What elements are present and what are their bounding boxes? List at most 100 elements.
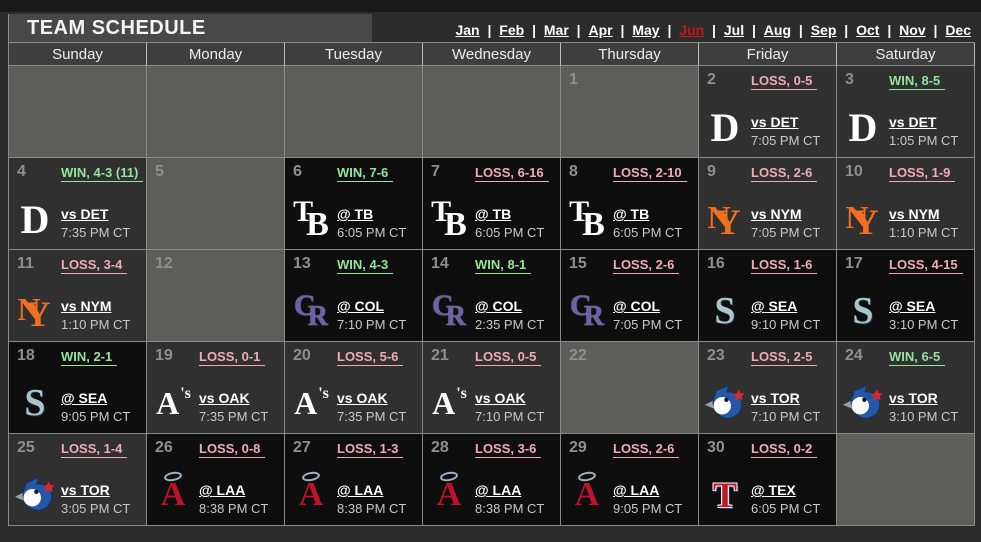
- month-link-may[interactable]: May: [632, 22, 660, 38]
- opponent-link[interactable]: @ SEA: [889, 298, 936, 314]
- opponent-link[interactable]: @ LAA: [613, 482, 660, 498]
- opponent-link[interactable]: @ LAA: [475, 482, 522, 498]
- game-result-link[interactable]: LOSS, 2-6: [751, 165, 818, 182]
- month-link-apr[interactable]: Apr: [588, 22, 613, 38]
- opponent-link[interactable]: vs DET: [61, 206, 109, 222]
- game-result-link[interactable]: WIN, 6-5: [889, 349, 946, 366]
- calendar-cell-empty: [9, 66, 147, 158]
- game-result-link[interactable]: LOSS, 6-16: [475, 165, 549, 182]
- opponent-link[interactable]: vs TOR: [889, 390, 938, 406]
- det-team-logo-icon: D: [848, 104, 878, 150]
- game-result-link[interactable]: LOSS, 0-1: [199, 349, 266, 366]
- opponent-link[interactable]: vs OAK: [199, 390, 250, 406]
- month-link-sep[interactable]: Sep: [810, 22, 837, 38]
- game-time: 6:05 PM CT: [751, 501, 821, 516]
- opponent-link[interactable]: vs NYM: [751, 206, 802, 222]
- game-result-link[interactable]: LOSS, 0-2: [751, 441, 818, 458]
- opponent-link[interactable]: vs TOR: [751, 390, 800, 406]
- laa-team-logo-icon: A: [425, 470, 473, 518]
- opponent-link[interactable]: @ TB: [475, 206, 512, 222]
- day-number: 20: [293, 347, 311, 364]
- opponent-link[interactable]: @ LAA: [199, 482, 246, 498]
- opponent-link[interactable]: vs TOR: [61, 482, 110, 498]
- game-result-link[interactable]: WIN, 2-1: [61, 349, 118, 366]
- opponent-link[interactable]: vs NYM: [889, 206, 940, 222]
- tex-team-logo-icon: T: [712, 475, 737, 515]
- calendar-cell-11: 11 LOSS, 3-4 N Y vs NYM 1:10 PM CT: [9, 250, 147, 342]
- month-link-dec[interactable]: Dec: [945, 22, 971, 38]
- game-result-link[interactable]: LOSS, 2-6: [613, 257, 680, 274]
- month-separator: |: [929, 22, 942, 38]
- calendar-cell-13: 13 WIN, 4-3 C R @ COL 7:10 PM CT: [285, 250, 423, 342]
- game-result-link[interactable]: WIN, 8-1: [475, 257, 532, 274]
- game-result-link[interactable]: LOSS, 3-6: [475, 441, 542, 458]
- game-result-link[interactable]: LOSS, 2-5: [751, 349, 818, 366]
- month-separator: |: [616, 22, 629, 38]
- game-result-link[interactable]: WIN, 7-6: [337, 165, 394, 182]
- matchup-text: @ TB 6:05 PM CT: [475, 206, 544, 240]
- game-result-link[interactable]: WIN, 4-3: [337, 257, 394, 274]
- game-result-link[interactable]: LOSS, 1-3: [337, 441, 404, 458]
- game-result-link[interactable]: LOSS, 0-8: [199, 441, 266, 458]
- game-time: 8:38 PM CT: [199, 501, 269, 516]
- calendar-cell-empty: [837, 434, 975, 526]
- month-link-mar[interactable]: Mar: [543, 22, 569, 38]
- opponent-link[interactable]: @ LAA: [337, 482, 384, 498]
- opponent-link[interactable]: @ TB: [337, 206, 374, 222]
- calendar-cell-16: 16 LOSS, 1-6 S @ SEA 9:10 PM CT: [699, 250, 837, 342]
- calendar-cell-18: 18 WIN, 2-1 S @ SEA 9:05 PM CT: [9, 342, 147, 434]
- opponent-link[interactable]: @ COL: [613, 298, 661, 314]
- page-title: TEAM SCHEDULE: [27, 16, 206, 39]
- laa-team-logo-icon: A: [287, 470, 335, 518]
- game-result-link[interactable]: LOSS, 2-10: [613, 165, 687, 182]
- det-team-logo-icon: D: [20, 196, 50, 242]
- opponent-link[interactable]: vs NYM: [61, 298, 112, 314]
- game-result-link[interactable]: LOSS, 4-15: [889, 257, 963, 274]
- opponent-link[interactable]: @ SEA: [61, 390, 108, 406]
- game-result-link[interactable]: LOSS, 1-9: [889, 165, 956, 182]
- matchup-text: vs NYM 7:05 PM CT: [751, 206, 820, 240]
- day-number: 21: [431, 347, 449, 364]
- matchup-text: @ LAA 8:38 PM CT: [475, 482, 544, 516]
- month-link-jan[interactable]: Jan: [455, 22, 480, 38]
- game-result-link[interactable]: LOSS, 1-6: [751, 257, 818, 274]
- opponent-link[interactable]: @ SEA: [751, 298, 798, 314]
- game-result-link[interactable]: LOSS, 5-6: [337, 349, 404, 366]
- game-time: 1:10 PM CT: [889, 225, 959, 240]
- month-separator: |: [663, 22, 676, 38]
- opponent-link[interactable]: vs OAK: [337, 390, 388, 406]
- calendar-cell-7: 7 LOSS, 6-16 T B @ TB 6:05 PM CT: [423, 158, 561, 250]
- weekday-header-thursday: Thursday: [561, 43, 699, 66]
- month-link-aug[interactable]: Aug: [763, 22, 792, 38]
- opponent-link[interactable]: @ COL: [337, 298, 385, 314]
- sea-team-logo-icon: S: [714, 290, 736, 332]
- opponent-link[interactable]: @ COL: [475, 298, 523, 314]
- matchup-text: vs DET 1:05 PM CT: [889, 114, 958, 148]
- game-result-link[interactable]: LOSS, 0-5: [751, 73, 818, 90]
- opponent-link[interactable]: @ TEX: [751, 482, 796, 498]
- game-result-link[interactable]: LOSS, 1-4: [61, 441, 128, 458]
- opponent-link[interactable]: @ TB: [613, 206, 650, 222]
- game-result-link[interactable]: LOSS, 0-5: [475, 349, 542, 366]
- day-number: 30: [707, 439, 725, 456]
- opponent-link[interactable]: vs DET: [751, 114, 799, 130]
- month-link-jul[interactable]: Jul: [723, 22, 745, 38]
- game-result-link[interactable]: LOSS, 2-6: [613, 441, 680, 458]
- opponent-link[interactable]: vs DET: [889, 114, 937, 130]
- opponent-link[interactable]: vs OAK: [475, 390, 526, 406]
- month-link-feb[interactable]: Feb: [499, 22, 525, 38]
- game-result-link[interactable]: WIN, 4-3 (11): [61, 165, 144, 182]
- game-result-link[interactable]: LOSS, 3-4: [61, 257, 128, 274]
- calendar-cell-empty: [423, 66, 561, 158]
- det-team-logo-icon: D: [710, 104, 740, 150]
- game-result-link[interactable]: WIN, 8-5: [889, 73, 946, 90]
- game-time: 9:05 PM CT: [61, 409, 131, 424]
- weekday-header-friday: Friday: [699, 43, 837, 66]
- month-link-nov[interactable]: Nov: [899, 22, 926, 38]
- month-link-oct[interactable]: Oct: [856, 22, 880, 38]
- month-link-jun[interactable]: Jun: [679, 22, 705, 38]
- day-number: 27: [293, 439, 311, 456]
